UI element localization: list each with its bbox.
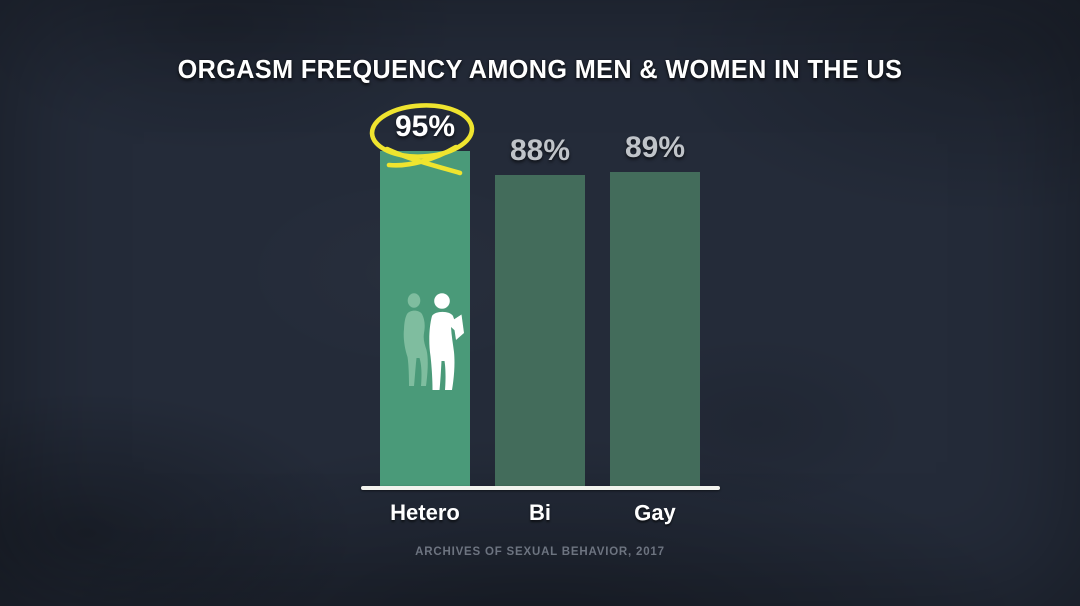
female-silhouette-icon — [403, 293, 428, 386]
category-label-gay: Gay — [633, 499, 677, 526]
category-label-bi: Bi — [529, 500, 551, 525]
bar-bi — [495, 175, 585, 487]
value-label-bi: 88% — [509, 134, 571, 167]
value-label-gay: 89% — [624, 131, 686, 164]
couple-silhouette-icon — [403, 293, 464, 390]
chart-title: ORGASM FREQUENCY AMONG MEN & WOMEN IN TH… — [177, 54, 903, 84]
male-silhouette-icon — [429, 293, 464, 390]
value-label-hetero: 95% — [394, 110, 456, 143]
hand-drawn-circle-icon — [369, 103, 475, 176]
source-citation: ARCHIVES OF SEXUAL BEHAVIOR, 2017 — [415, 546, 665, 558]
category-label-hetero: Hetero — [390, 500, 460, 525]
x-axis-line — [361, 486, 720, 490]
bar-gay — [610, 172, 700, 487]
